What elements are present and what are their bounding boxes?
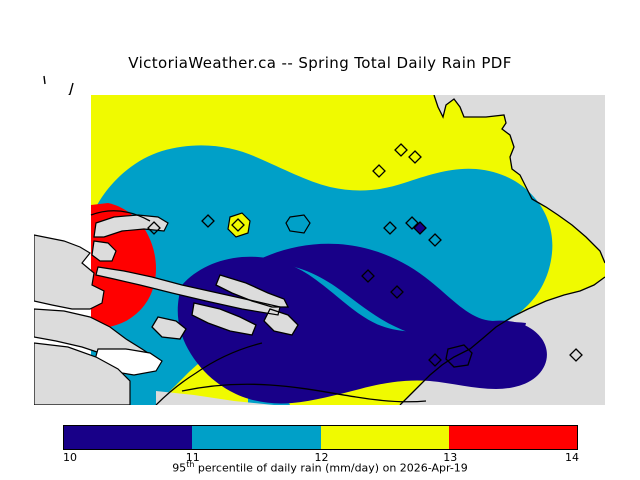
station-marker xyxy=(405,216,419,230)
station-marker xyxy=(201,214,215,228)
colorbar-tick-label: 13 xyxy=(443,451,458,464)
colorbar-ticks: 10 11 12 13 14 xyxy=(0,451,640,465)
station-marker xyxy=(147,221,161,235)
land-inlet-harbour-a xyxy=(216,275,288,307)
contour-island-yellow xyxy=(227,212,251,238)
frame-mask-topleft xyxy=(34,95,91,205)
colorbar-tick-label: 10 xyxy=(63,451,77,464)
colorbar-caption: 95th percentile of daily rain (mm/day) o… xyxy=(0,460,640,475)
map-canvas[interactable] xyxy=(34,95,605,405)
peninsula-arm-spit xyxy=(95,266,281,316)
caption-superscript: th xyxy=(186,460,195,469)
colorbar-tick-label: 12 xyxy=(314,451,329,464)
station-marker xyxy=(390,285,404,299)
station-marker xyxy=(372,164,386,178)
station-marker xyxy=(383,221,397,235)
caption-prefix: 95 xyxy=(172,461,187,475)
colorbar-tick-label: 11 xyxy=(185,451,200,464)
peninsula-arm-mid xyxy=(91,240,117,262)
station-marker-filled xyxy=(413,221,427,235)
station-marker xyxy=(428,233,442,247)
contour-island-hollow xyxy=(285,214,311,234)
station-marker xyxy=(569,348,583,362)
station-marker xyxy=(428,353,442,367)
colorbar-tick-label: 14 xyxy=(565,451,579,464)
land-inlet-harbour-b xyxy=(192,303,256,335)
coastline-outlines xyxy=(90,95,605,405)
station-marker xyxy=(361,269,375,283)
colorbar-band-10-11[interactable] xyxy=(64,426,193,449)
station-markers[interactable] xyxy=(147,143,583,367)
colorbar[interactable] xyxy=(63,425,578,450)
contour-map xyxy=(34,95,605,405)
land-outside-west xyxy=(34,234,105,310)
land-outside-south xyxy=(34,342,131,405)
station-marker xyxy=(408,150,422,164)
caption-rest: percentile of daily rain (mm/day) on 202… xyxy=(194,461,468,475)
colorbar-band-12-13[interactable] xyxy=(320,426,449,449)
page-title: VictoriaWeather.ca -- Spring Total Daily… xyxy=(128,54,512,72)
station-marker xyxy=(394,143,408,157)
station-marker xyxy=(231,218,245,232)
land-mask-south-coast xyxy=(156,391,274,405)
colorbar-band-13-14[interactable] xyxy=(448,426,577,449)
land-inlet-harbour-d xyxy=(264,309,298,335)
colorbar-band-11-12[interactable] xyxy=(192,426,321,449)
